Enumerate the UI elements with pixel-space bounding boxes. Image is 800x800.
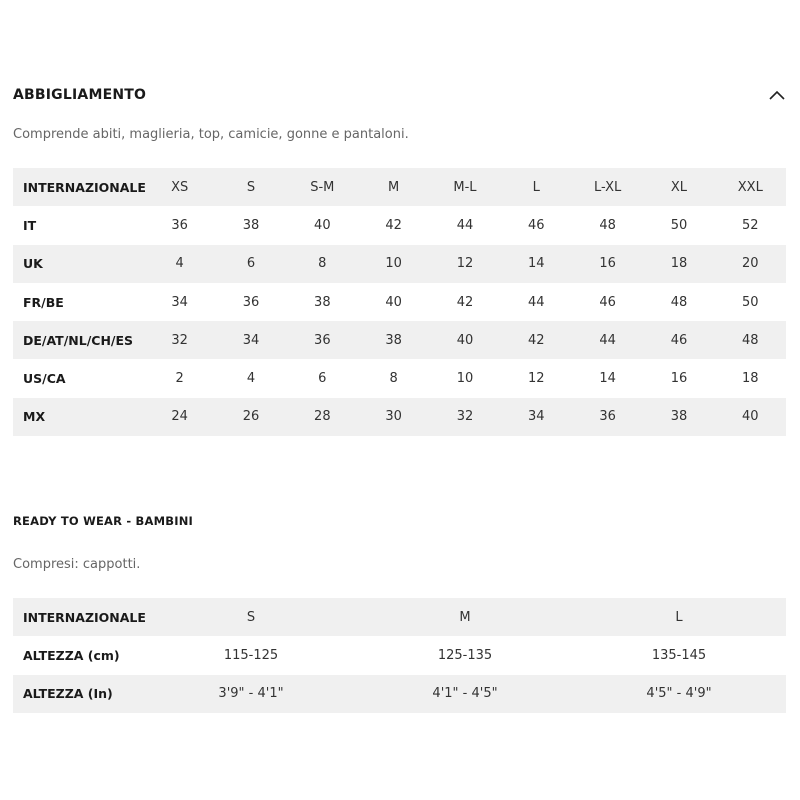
table-cell: 44	[528, 294, 545, 310]
table-cell: 4	[144, 244, 216, 283]
table-cell: 3'9" - 4'1"	[144, 674, 358, 713]
table-cell: 44	[571, 321, 644, 360]
table-cell: 32	[429, 397, 501, 437]
table-cell: 26	[215, 397, 287, 437]
column-header: L-XL	[571, 168, 644, 207]
chevron-up-icon[interactable]	[768, 88, 786, 102]
table-row: IT 36 38 40 42 44 46 48 50 52	[13, 206, 786, 244]
table-header-row: INTERNAZIONALE XS S S-M M M-L L L-XL XL XXL	[13, 168, 786, 207]
row-label: FR/BE	[23, 294, 64, 310]
table-cell: 10	[357, 244, 430, 283]
column-header: M	[358, 598, 572, 637]
table-row: UK 4 6 8 10 12 14 16 18 20	[13, 244, 786, 283]
table-cell: 48	[670, 294, 688, 310]
row-label: INTERNAZIONALE	[13, 598, 146, 637]
table-cell: 40	[385, 294, 402, 310]
table-cell: 42	[385, 217, 402, 233]
table-cell: 38	[357, 321, 430, 360]
table-cell: 38	[643, 397, 715, 437]
column-header: L	[572, 598, 786, 637]
table-cell: 50	[742, 294, 759, 310]
table-cell: 6	[215, 244, 287, 283]
row-label: ALTEZZA (cm)	[23, 647, 120, 663]
table-cell: 50	[670, 217, 688, 233]
table-cell: 52	[742, 217, 759, 233]
table-cell: 16	[670, 371, 688, 387]
section-title-bambini: READY TO WEAR - BAMBINI	[13, 514, 194, 528]
size-table-bambini: INTERNAZIONALE S M L ALTEZZA (cm) 115-125 125-…	[13, 598, 786, 713]
table-cell: 18	[742, 371, 759, 387]
section-subtitle: Compresi: cappotti.	[13, 557, 141, 572]
column-header: XXL	[714, 168, 786, 207]
table-cell: 44	[456, 217, 474, 233]
table-row: ALTEZZA (In) 3'9" - 4'1" 4'1" - 4'5" 4'5" -…	[13, 674, 786, 713]
table-cell: 4'5" - 4'9"	[572, 674, 786, 713]
column-header: L	[500, 168, 572, 207]
table-row: DE/AT/NL/CH/ES 32 34 36 38 40 42 44 46 48	[13, 321, 786, 360]
section-subtitle: Comprende abiti, maglieria, top, camicie…	[13, 127, 409, 142]
table-cell: 36	[571, 397, 644, 437]
table-cell: 48	[714, 321, 786, 360]
table-cell: 38	[242, 217, 260, 233]
table-cell: 135-145	[651, 647, 707, 663]
table-cell: 40	[429, 321, 501, 360]
row-label: ALTEZZA (In)	[13, 674, 144, 713]
table-cell: 20	[714, 244, 786, 283]
column-header: M	[357, 168, 430, 207]
table-cell: 14	[599, 371, 616, 387]
table-cell: 16	[571, 244, 644, 283]
row-label: US/CA	[23, 371, 66, 387]
column-header: XS	[144, 168, 216, 207]
table-cell: 4'1" - 4'5"	[358, 674, 572, 713]
table-cell: 34	[500, 397, 572, 437]
table-cell: 36	[286, 321, 358, 360]
row-label: INTERNAZIONALE	[13, 168, 146, 207]
table-cell: 30	[357, 397, 430, 437]
table-cell: 34	[171, 294, 188, 310]
table-cell: 18	[643, 244, 715, 283]
table-cell: 115-125	[223, 647, 279, 663]
table-cell: 46	[643, 321, 715, 360]
table-cell: 42	[500, 321, 572, 360]
table-cell: 6	[318, 371, 327, 387]
table-cell: 4	[246, 371, 256, 387]
table-cell: 12	[429, 244, 501, 283]
table-cell: 24	[144, 397, 216, 437]
table-cell: 48	[599, 217, 616, 233]
table-cell: 10	[456, 371, 474, 387]
table-row: US/CA 2 4 6 8 10 12 14 16 18	[13, 359, 786, 397]
column-header: XL	[643, 168, 715, 207]
row-label: UK	[13, 244, 144, 283]
table-cell: 40	[714, 397, 786, 437]
table-cell: 42	[456, 294, 474, 310]
table-row: MX 24 26 28 30 32 34 36 38 40	[13, 397, 786, 437]
table-cell: 32	[144, 321, 216, 360]
row-label: DE/AT/NL/CH/ES	[13, 321, 144, 360]
table-cell: 36	[242, 294, 260, 310]
table-cell: 34	[215, 321, 287, 360]
table-cell: 14	[500, 244, 572, 283]
table-cell: 125-135	[437, 647, 493, 663]
column-header: S	[144, 598, 358, 637]
table-cell: 28	[286, 397, 358, 437]
column-header: M-L	[429, 168, 501, 207]
table-cell: 12	[528, 371, 545, 387]
table-cell: 8	[389, 371, 398, 387]
table-cell: 40	[314, 217, 331, 233]
table-cell: 46	[599, 294, 616, 310]
row-label: MX	[13, 397, 144, 437]
column-header: S	[215, 168, 287, 207]
table-cell: 46	[528, 217, 545, 233]
table-cell: 36	[171, 217, 188, 233]
size-table-abbigliamento: INTERNAZIONALE XS S S-M M M-L L L-XL XL XXL IT 36 38…	[13, 168, 786, 437]
section-title-abbigliamento: ABBIGLIAMENTO	[13, 87, 147, 103]
table-cell: 38	[314, 294, 331, 310]
table-header-row: INTERNAZIONALE S M L	[13, 598, 786, 637]
table-row: ALTEZZA (cm) 115-125 125-135 135-145	[13, 636, 786, 674]
table-row: FR/BE 34 36 38 40 42 44 46 48 50	[13, 283, 786, 321]
column-header: S-M	[286, 168, 358, 207]
table-cell: 8	[286, 244, 358, 283]
row-label: IT	[23, 217, 37, 233]
table-cell: 2	[175, 371, 184, 387]
